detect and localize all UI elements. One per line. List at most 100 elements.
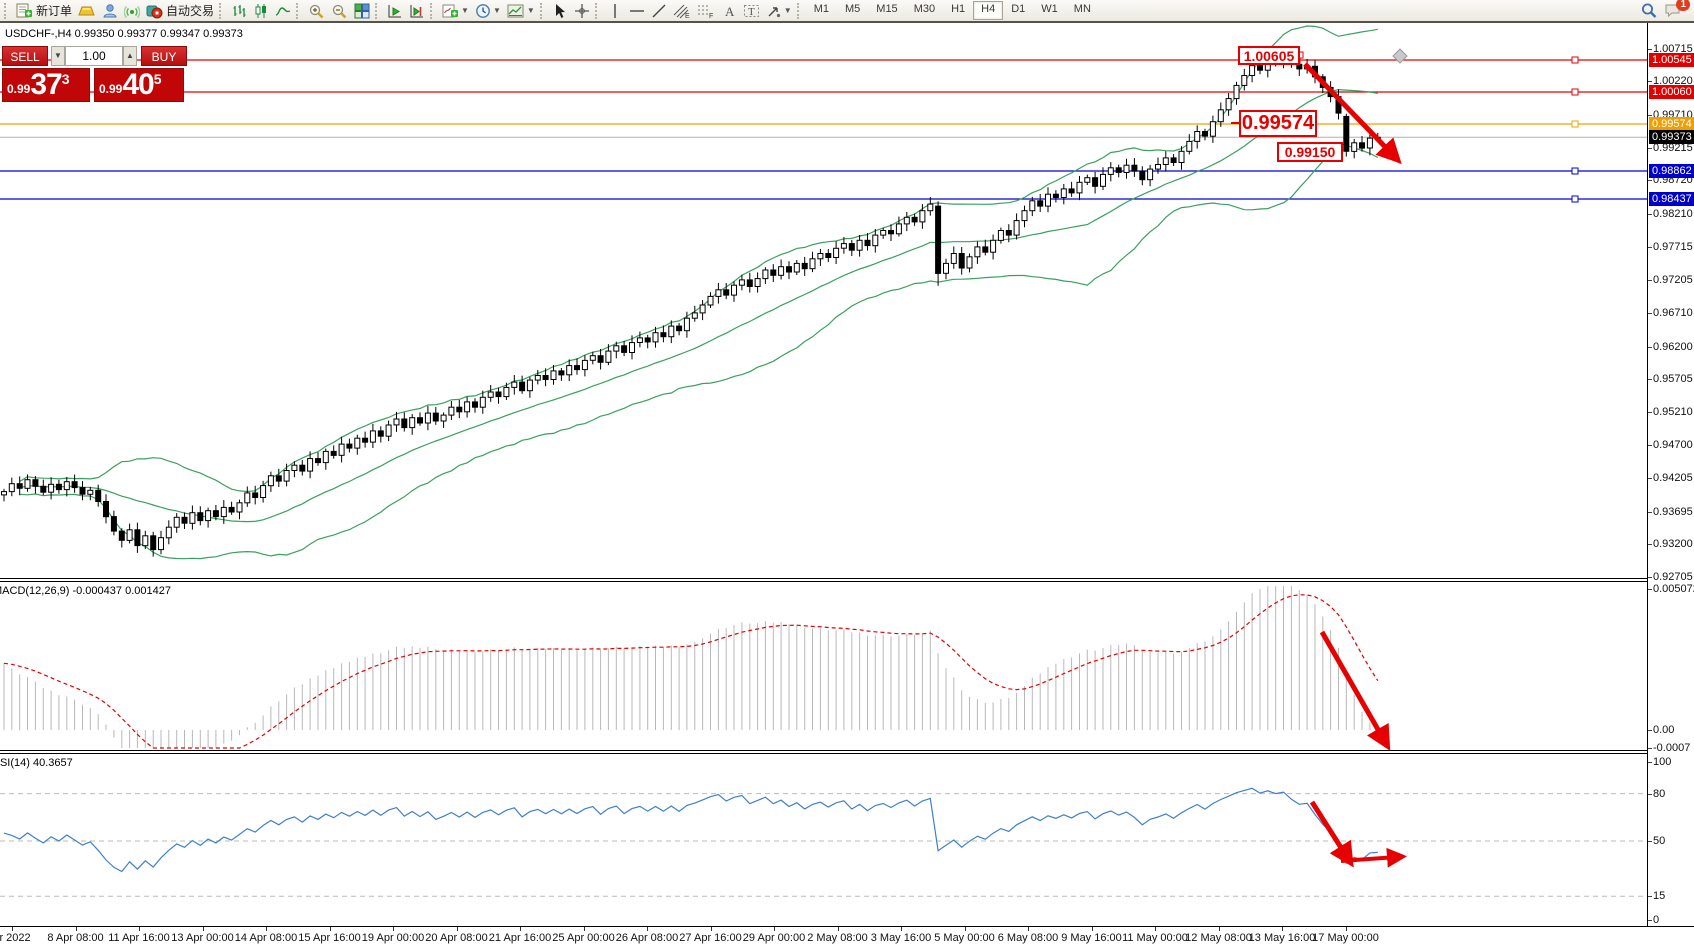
bar-chart-mode-button[interactable]	[228, 1, 250, 21]
tile-windows-button[interactable]	[351, 1, 373, 21]
candle-body	[676, 325, 683, 332]
candle-body	[495, 391, 502, 398]
candle-body	[990, 239, 997, 253]
new-order-button[interactable]: 新订单	[13, 1, 75, 21]
toolbar-grip[interactable]	[4, 2, 9, 19]
volume-decrease-button[interactable]: ▼	[51, 46, 65, 66]
timeframe-button-m15[interactable]: M15	[876, 3, 898, 15]
text-label-tool-button[interactable]: T	[740, 1, 763, 21]
candle-body	[691, 312, 698, 319]
timeframe-button-w1[interactable]: W1	[1041, 3, 1058, 15]
candlestick-mode-button[interactable]	[250, 1, 272, 21]
rsi-canvas[interactable]	[0, 754, 1647, 926]
auto-scroll-button[interactable]	[406, 1, 428, 21]
equidistant-channel-tool-button[interactable]: E	[670, 1, 694, 21]
rsi-indicator-label: RSI(14) 40.3657	[0, 757, 73, 769]
time-axis-label: 29 Apr 00:00	[742, 932, 806, 944]
candle-body	[1005, 230, 1012, 236]
candle-body	[134, 529, 141, 547]
gold-symbols-button[interactable]	[75, 1, 99, 21]
candle-body	[958, 253, 965, 269]
toolbar-grip[interactable]	[219, 2, 224, 19]
candle-body	[487, 391, 494, 398]
timeframe-button-d1[interactable]: D1	[1011, 3, 1026, 15]
vertical-line-tool-button[interactable]	[604, 1, 626, 21]
axis-tick	[1648, 762, 1652, 763]
auto-scroll-icon	[410, 4, 424, 17]
candle-body	[110, 516, 117, 532]
candle-body	[55, 483, 62, 491]
volume-increase-button[interactable]: ▲	[123, 46, 137, 66]
candle-body	[440, 414, 447, 422]
main-chart-canvas[interactable]	[0, 23, 1647, 578]
panel-separator[interactable]	[0, 581, 1694, 582]
timeframe-button-m1[interactable]: M1	[813, 3, 829, 15]
candle-body	[103, 501, 109, 518]
candle-body	[472, 401, 478, 408]
signals-button[interactable]	[121, 1, 143, 21]
sell-button[interactable]: SELL	[2, 46, 48, 66]
trendline-tool-button[interactable]	[648, 1, 670, 21]
autotrade-button[interactable]: 自动交易	[143, 1, 217, 21]
candle-body	[817, 253, 824, 260]
timeframe-button-m5[interactable]: M5	[845, 3, 861, 15]
buy-price-display[interactable]: 0.99 40 5	[94, 68, 184, 102]
price-axis-badge: 0.99574	[1649, 117, 1694, 132]
horizontal-line-tool-button[interactable]	[626, 1, 648, 21]
cursor-tool-button[interactable]	[549, 1, 571, 21]
buy-button[interactable]: BUY	[141, 46, 187, 66]
volume-input[interactable]: 1.00	[65, 46, 123, 66]
macd-canvas[interactable]	[0, 582, 1647, 750]
panel-separator[interactable]	[0, 753, 1694, 754]
candle-body	[1186, 140, 1193, 152]
notifications-button[interactable]: 1	[1661, 0, 1690, 21]
axis-tick	[1091, 927, 1093, 931]
axis-tick	[1648, 379, 1652, 381]
candle-body	[1351, 142, 1358, 152]
toolbar-grip[interactable]	[796, 2, 802, 19]
toolbar-grip[interactable]	[296, 2, 301, 19]
toolbar-grip[interactable]	[430, 2, 435, 19]
timeframe-button-h1[interactable]: H1	[951, 3, 966, 15]
timeframe-button-m30[interactable]: M30	[913, 3, 936, 15]
toolbar-grip[interactable]	[539, 2, 545, 19]
chart-shift-button[interactable]	[384, 1, 406, 21]
periods-menu-button[interactable]: ▼	[472, 1, 504, 21]
price-annotation-box[interactable]: 0.99150	[1277, 142, 1343, 162]
text-tool-button[interactable]: A	[718, 1, 740, 21]
timeframe-button-h4[interactable]: H4	[973, 1, 1004, 20]
fibonacci-tool-button[interactable]: F	[694, 1, 718, 21]
price-annotation-box[interactable]: 1.00605	[1238, 46, 1300, 65]
price-axis-label: 0.99215	[1653, 141, 1693, 154]
time-axis-label: 12 May 08:00	[1185, 932, 1252, 944]
indicators-menu-button[interactable]: ▼	[439, 1, 472, 21]
community-button[interactable]	[99, 1, 121, 21]
axis-tick	[1218, 927, 1220, 931]
shapes-menu-button[interactable]: ▼	[763, 1, 795, 21]
price-annotation-box[interactable]: 0.99574	[1239, 110, 1317, 137]
price-axis-label: 0.94700	[1653, 439, 1693, 452]
search-button[interactable]	[1637, 1, 1661, 21]
toolbar-grip[interactable]	[375, 2, 380, 19]
zoom-out-button[interactable]	[328, 1, 351, 21]
timeframe-button-mn[interactable]: MN	[1073, 3, 1091, 15]
toolbar-grip[interactable]	[594, 2, 600, 19]
sell-price-display[interactable]: 0.99 37 3	[2, 68, 90, 102]
candle-body	[212, 510, 219, 518]
rsi-line	[3, 787, 1378, 873]
price-axis-label: 1.00715	[1653, 42, 1693, 55]
price-axis[interactable]: 1.00715 1.00220 0.99710 0.99215 0.98720 0.982…	[1647, 23, 1694, 926]
panel-separator[interactable]	[0, 578, 1694, 579]
candle-body	[888, 230, 894, 235]
candle-body	[903, 216, 910, 225]
axis-tick	[393, 927, 394, 931]
line-chart-mode-button[interactable]	[272, 1, 294, 21]
candle-body	[1107, 167, 1114, 175]
crosshair-tool-button[interactable]	[571, 1, 593, 21]
candle-body	[848, 243, 855, 251]
templates-menu-button[interactable]: ▼	[504, 1, 538, 21]
zoom-in-button[interactable]	[305, 1, 328, 21]
timeframe-button-group: M1 M5 M15 M30 H1 H4 D1 W1 MN	[806, 1, 1099, 20]
panel-separator[interactable]	[0, 750, 1694, 751]
